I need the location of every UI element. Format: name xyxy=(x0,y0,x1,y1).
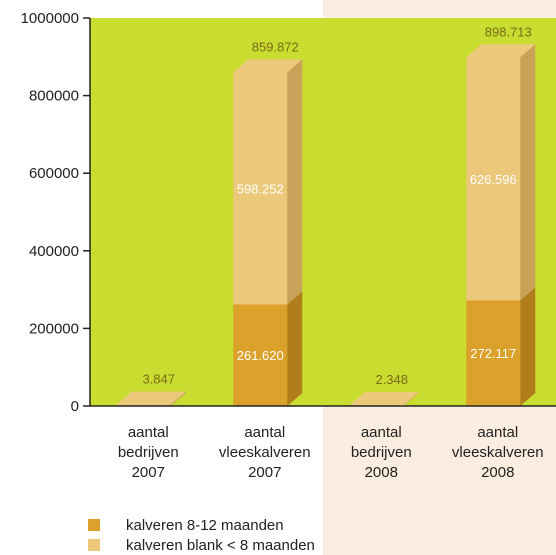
bar-side xyxy=(287,291,303,406)
legend: kalveren 8-12 maanden kalveren blank < 8… xyxy=(88,515,315,555)
bar-total-label: 898.713 xyxy=(485,24,532,39)
bar-value-label: 261.620 xyxy=(237,348,284,363)
bar-segment xyxy=(233,72,288,305)
y-tick-label: 0 xyxy=(71,398,79,415)
data-labels-group: 3.847 261.620 598.252 859.872 2.348 272.117 62… xyxy=(142,24,531,387)
x-category-label: vleeskalveren xyxy=(452,444,544,461)
bar-value-label: 272.117 xyxy=(470,346,516,361)
bar-segment xyxy=(466,300,521,406)
x-category-label: aantal xyxy=(128,424,169,441)
bar-top xyxy=(466,44,536,58)
bar-value-label: 626.596 xyxy=(470,172,517,187)
y-tick-label: 800000 xyxy=(29,88,79,105)
x-category-label: 2007 xyxy=(132,464,165,481)
bar-total-label: 3.847 xyxy=(142,372,175,387)
legend-swatch-8-12 xyxy=(88,519,100,531)
legend-label-blank: kalveren blank < 8 maanden xyxy=(126,536,315,554)
bar-side xyxy=(403,392,419,406)
bar-top xyxy=(233,59,303,73)
x-category-label: 2007 xyxy=(248,464,281,481)
y-tick-label: 200000 xyxy=(29,320,79,337)
legend-item-blank: kalveren blank < 8 maanden xyxy=(88,535,315,555)
x-category-label: vleeskalveren xyxy=(219,444,311,461)
legend-swatch-blank xyxy=(88,539,100,551)
y-tick-label: 400000 xyxy=(29,243,79,260)
bars-group xyxy=(116,44,536,406)
bar-side xyxy=(520,287,536,406)
y-tick-label: 600000 xyxy=(29,165,79,182)
bar-value-label: 598.252 xyxy=(237,181,284,196)
bar-segment xyxy=(233,304,288,406)
legend-item-8-12: kalveren 8-12 maanden xyxy=(88,515,315,535)
x-category-label: aantal xyxy=(477,424,518,441)
x-category-label: 2008 xyxy=(481,464,514,481)
bar-total-label: 859.872 xyxy=(252,39,299,54)
x-category-label: bedrijven xyxy=(118,444,179,461)
bar-side xyxy=(520,44,536,301)
x-category-label: bedrijven xyxy=(351,444,412,461)
bar-side xyxy=(170,391,186,406)
bar-top xyxy=(349,392,419,406)
x-category-label: aantal xyxy=(244,424,285,441)
x-category-label: aantal xyxy=(361,424,402,441)
bar-side xyxy=(287,59,303,305)
y-ticks-group: 0 200000 400000 600000 800000 1000000 xyxy=(21,10,90,415)
bar-total-label: 2.348 xyxy=(375,372,408,387)
legend-label-8-12: kalveren 8-12 maanden xyxy=(126,516,284,534)
bar-top xyxy=(116,391,186,405)
bar-segment xyxy=(466,57,521,301)
x-labels-group: aantal bedrijven 2007 aantal vleeskalveren 20… xyxy=(118,424,544,481)
y-tick-label: 1000000 xyxy=(21,10,79,27)
x-category-label: 2008 xyxy=(365,464,398,481)
